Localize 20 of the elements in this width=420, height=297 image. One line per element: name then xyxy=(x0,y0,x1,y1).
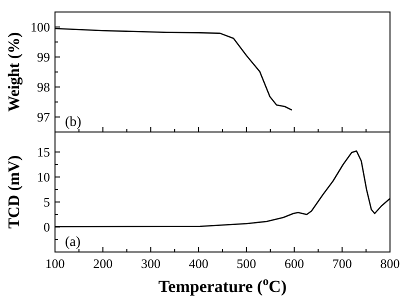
y-axis-title: TCD (mV) xyxy=(6,155,23,229)
x-tick-label: 600 xyxy=(284,256,304,271)
x-tick-label: 400 xyxy=(188,256,208,271)
annotation: (b) xyxy=(65,115,82,130)
y-tick-label: 0 xyxy=(44,220,50,234)
y-tick-label: 100 xyxy=(30,20,50,34)
y-tick-label: 97 xyxy=(37,110,50,124)
x-tick-label: 200 xyxy=(93,256,113,271)
y-tick-label: 5 xyxy=(44,194,50,210)
y-axis-title: Weight (%) xyxy=(6,32,23,112)
annotation: (a) xyxy=(65,235,81,250)
x-tick-label: 800 xyxy=(380,256,400,271)
x-tick-label: 700 xyxy=(332,256,352,271)
y-tick-label: 10 xyxy=(37,170,50,184)
x-tick-label: 300 xyxy=(140,256,160,271)
x-axis-title: Temperature ($^{o}$C) xyxy=(158,274,287,296)
y-tick-label: 15 xyxy=(37,144,50,160)
y-tick-label: 99 xyxy=(37,50,50,64)
y-tick-label: 98 xyxy=(37,80,50,94)
x-tick-label: 500 xyxy=(236,256,256,271)
